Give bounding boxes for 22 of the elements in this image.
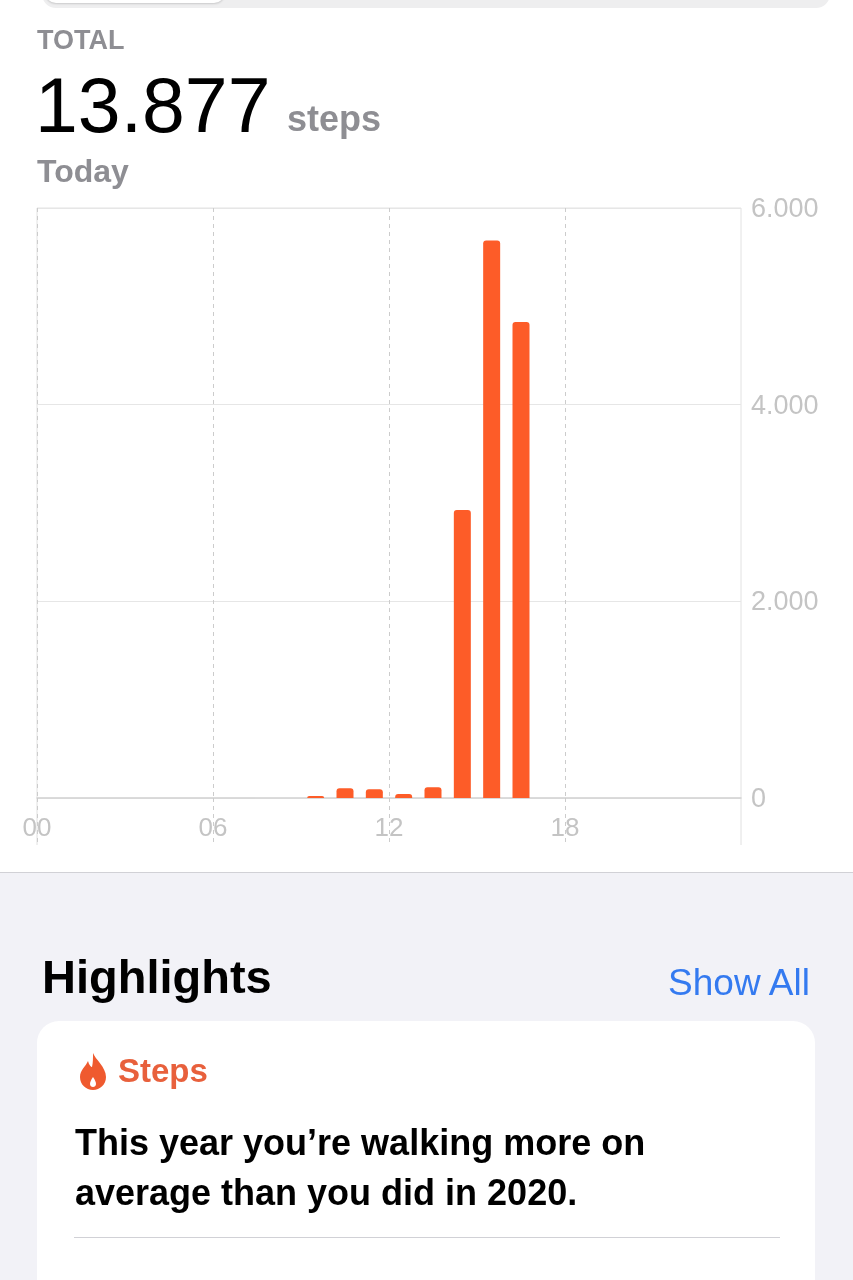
bar <box>512 322 530 798</box>
text: Highlights <box>42 950 272 1003</box>
text: Today <box>37 153 129 189</box>
y-tick-label: 6.000 <box>751 193 819 223</box>
bar <box>336 788 354 798</box>
text: steps <box>287 98 382 139</box>
x-tick-label: 00 <box>22 812 52 842</box>
y-tick-label: 2.000 <box>751 586 819 617</box>
text: 13.877 <box>35 62 271 148</box>
bar <box>453 509 471 798</box>
bar <box>424 787 442 798</box>
text: Show All <box>668 962 810 1003</box>
y-tick-label: 0 <box>751 783 767 813</box>
bar <box>483 240 501 798</box>
x-tick-label: 18 <box>550 812 580 842</box>
text: This year you’re walking more on average than you did in 2020. <box>75 1121 647 1215</box>
bar <box>365 789 383 798</box>
text: Steps <box>118 1052 208 1089</box>
text: TOTAL <box>37 25 125 55</box>
x-tick-label: 06 <box>198 812 228 842</box>
y-tick-label: 4.000 <box>751 389 819 420</box>
x-tick-label: 12 <box>374 812 404 842</box>
